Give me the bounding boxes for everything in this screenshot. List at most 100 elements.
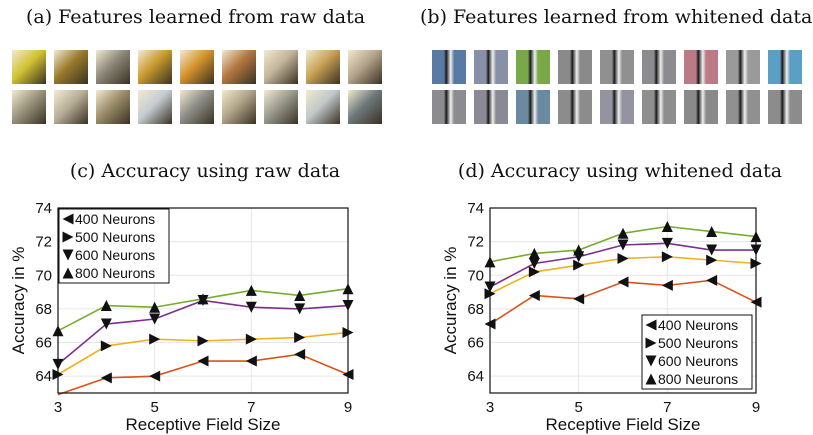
legend-box [58,208,170,284]
legend-label: 400 Neurons [658,317,738,333]
data-point [617,239,629,251]
feature-patch [306,90,340,124]
feature-patch [348,50,382,84]
feature-patch [264,50,298,84]
feature-patch [12,50,46,84]
feature-patch [558,90,592,124]
y-tick-label: 64 [35,368,52,385]
data-point [617,252,629,264]
feature-patch [516,50,550,84]
data-point [617,227,629,239]
data-point [197,293,209,305]
y-tick-label: 72 [35,234,52,251]
data-point [294,289,306,301]
feature-patch [432,90,466,124]
feature-patch [768,90,802,124]
panel-a-title: (a) Features learned from raw data [25,6,366,28]
data-point [706,226,718,238]
x-tick-label: 3 [486,399,494,416]
data-point [100,300,112,312]
x-axis-label: Receptive Field Size [546,415,701,434]
y-tick-label: 66 [467,335,484,352]
y-axis-label: Accuracy in % [441,247,460,355]
data-point [149,333,161,345]
feature-patch [138,50,172,84]
feature-patch [54,90,88,124]
data-point [245,333,257,345]
y-tick-label: 66 [35,335,52,352]
data-point [149,313,161,325]
legend-label: 600 Neurons [75,247,155,263]
legend-marker [62,267,74,279]
feature-patch [96,90,130,124]
feature-patch [306,50,340,84]
feature-patch [642,50,676,84]
legend-marker [645,337,657,349]
legend-marker [645,355,657,367]
legend-marker [645,373,657,385]
y-tick-label: 68 [35,301,52,318]
plot-frame [489,207,757,394]
legend-label: 500 Neurons [75,229,155,245]
data-point [100,318,112,330]
feature-patch [138,90,172,124]
data-point [661,237,673,249]
legend-label: 800 Neurons [658,371,738,387]
panel-d-title: (d) Accuracy using whitened data [457,160,783,182]
data-point [661,279,673,291]
y-tick-label: 74 [467,200,484,217]
data-point [706,254,718,266]
data-point [100,340,112,352]
data-point [573,293,585,305]
data-point [197,355,209,367]
legend-marker [645,319,657,331]
y-tick-label: 72 [467,234,484,251]
feature-patch [684,50,718,84]
legend-label: 800 Neurons [75,265,155,281]
feature-patch [432,50,466,84]
data-point [661,251,673,263]
feature-patch [600,50,634,84]
feature-patch [180,90,214,124]
plot-frame [57,207,349,394]
raw-feature-patches [12,50,392,130]
feature-patch [12,90,46,124]
y-tick-label: 68 [467,301,484,318]
legend-marker [62,213,74,225]
legend-marker [62,231,74,243]
x-tick-label: 7 [247,399,255,416]
data-point [528,247,540,259]
y-tick-label: 64 [467,368,484,385]
data-point [528,289,540,301]
feature-patch [600,90,634,124]
feature-patch [684,90,718,124]
y-tick-label: 70 [35,267,52,284]
legend-box [641,314,753,390]
feature-patch [348,90,382,124]
y-axis-label: Accuracy in % [9,247,28,355]
panel-b-title: (b) Features learned from whitened data [420,6,813,28]
data-point [294,348,306,360]
x-tick-label: 9 [344,399,352,416]
data-point [706,244,718,256]
data-point [528,258,540,269]
x-tick-label: 3 [54,399,62,416]
data-point [197,335,209,347]
feature-patch [558,50,592,84]
legend-label: 500 Neurons [658,335,738,351]
feature-patch [222,90,256,124]
x-tick-label: 9 [752,399,760,416]
legend-label: 400 Neurons [75,211,155,227]
legend-marker [62,249,74,261]
data-point [617,276,629,288]
data-point [528,266,540,278]
data-point [294,332,306,343]
x-tick-label: 7 [663,399,671,416]
data-point [100,372,112,384]
y-tick-label: 70 [467,267,484,284]
feature-patch [54,50,88,84]
panel-c-title: (c) Accuracy using raw data [69,160,341,182]
chart-whitened-accuracy: 3 5 7 9 64 66 68 70 72 74 Receptive Field Size Accu… [441,200,762,434]
feature-patch [726,90,760,124]
feature-patch [96,50,130,84]
